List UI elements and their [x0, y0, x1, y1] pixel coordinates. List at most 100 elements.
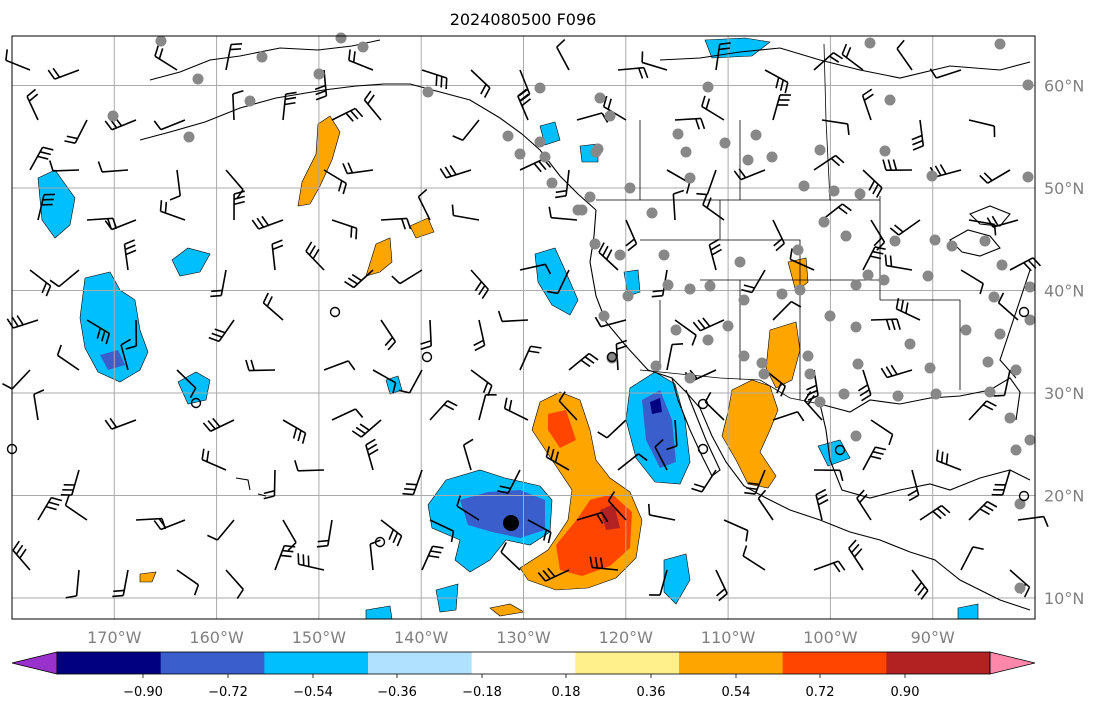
positive-core-plume-north [548, 410, 576, 448]
station-dot [1024, 281, 1036, 293]
wind-barb [692, 317, 725, 332]
wind-barb [154, 45, 178, 71]
colorbar-extend-high [989, 651, 1036, 675]
wind-barb [647, 503, 676, 521]
station-dot [979, 235, 991, 247]
wind-barb [64, 494, 88, 521]
wind-barb [5, 49, 31, 71]
lon-tick-label: 170°W [87, 628, 142, 647]
wind-barb [548, 206, 578, 221]
wind-barb [503, 397, 529, 421]
station-dot [594, 92, 606, 104]
wind-barb [398, 369, 423, 394]
station-dot [756, 357, 768, 369]
lat-tick-label: 20°N [1044, 487, 1084, 506]
station-dot [818, 216, 830, 228]
wind-barb [884, 254, 913, 271]
wind-barb [225, 569, 244, 600]
map-panel [2, 32, 1049, 620]
wind-barb [331, 107, 364, 122]
wind-barb [929, 68, 962, 79]
lon-tick-label: 100°W [803, 628, 858, 647]
colorbar-tick-label: −0.72 [208, 685, 248, 700]
lat-tick-label: 30°N [1044, 384, 1084, 403]
station-dot [766, 151, 778, 163]
station-dot [589, 238, 601, 250]
wind-barb [741, 269, 766, 294]
wind-barb [772, 94, 791, 121]
wind-barb [862, 446, 887, 471]
calm-circle [606, 351, 618, 363]
station-dot [946, 240, 958, 252]
wind-barb [617, 66, 649, 79]
station-dot [828, 185, 840, 197]
wind-barb [546, 269, 570, 295]
station-dot [624, 182, 636, 194]
calm-wind-circles [6, 306, 1030, 548]
station-dot [734, 256, 746, 268]
lon-tick-label: 160°W [189, 628, 244, 647]
colorbar-segment [575, 652, 680, 674]
station-dot [684, 283, 696, 295]
calm-circle [834, 444, 846, 456]
station-dot [702, 81, 714, 93]
station-dot [572, 204, 584, 216]
wind-barb [363, 90, 382, 121]
station-dot [742, 154, 754, 166]
wind-barb [857, 369, 872, 402]
station-dot [590, 146, 602, 158]
station-dot [183, 131, 195, 143]
station-dot [244, 95, 256, 107]
positive-region-small [409, 217, 435, 239]
colorbar-segment [264, 652, 369, 674]
wind-barb [159, 200, 186, 221]
station-dot [892, 390, 904, 402]
wind-barb [86, 319, 111, 345]
wind-barb [527, 519, 552, 544]
wind-barb [497, 310, 529, 323]
wind-barb [500, 542, 521, 571]
station-dot [684, 372, 696, 384]
wind-barb [742, 545, 766, 571]
station-dot [680, 146, 692, 158]
wind-barb [813, 560, 846, 573]
station-dot [814, 396, 826, 408]
positive-region-mid-pacific [365, 237, 393, 277]
colorbar-segment [57, 652, 162, 674]
wind-barb [282, 419, 307, 444]
colorbar-tick-label: 0.54 [722, 685, 751, 700]
wind-barb [556, 38, 570, 71]
wind-barb [120, 338, 131, 371]
colorbar-tick-label: −0.90 [123, 685, 163, 700]
wind-barb [294, 460, 325, 472]
station-dot [546, 177, 558, 189]
wind-barb [889, 219, 921, 236]
wind-barb [104, 219, 137, 231]
wind-barb [342, 162, 374, 175]
wind-barb [960, 546, 984, 571]
latitude-labels: 60°N 50°N 40°N 30°N 20°N 10°N [1044, 77, 1084, 609]
wind-barb [607, 491, 627, 521]
wind-barb [764, 69, 789, 94]
wind-barb [519, 263, 552, 275]
wind-barb [263, 469, 276, 500]
station-dot [984, 386, 996, 398]
station-dot [854, 188, 866, 200]
station-dot [584, 191, 596, 203]
wind-barb [202, 417, 235, 432]
wind-barb [558, 391, 578, 421]
wind-barb [417, 188, 431, 221]
wind-barb [519, 158, 552, 173]
wind-barb [201, 448, 227, 471]
station-dot [1004, 412, 1016, 424]
wind-barb [715, 569, 728, 602]
wind-barb [744, 469, 766, 495]
wind-barb [232, 89, 244, 121]
wind-barb [517, 88, 532, 121]
wind-barb [895, 297, 921, 321]
wind-barb [251, 215, 284, 230]
lat-tick-label: 50°N [1044, 179, 1084, 198]
wind-barb [968, 400, 997, 421]
wind-barb [968, 500, 998, 521]
station-dot [1022, 171, 1034, 183]
